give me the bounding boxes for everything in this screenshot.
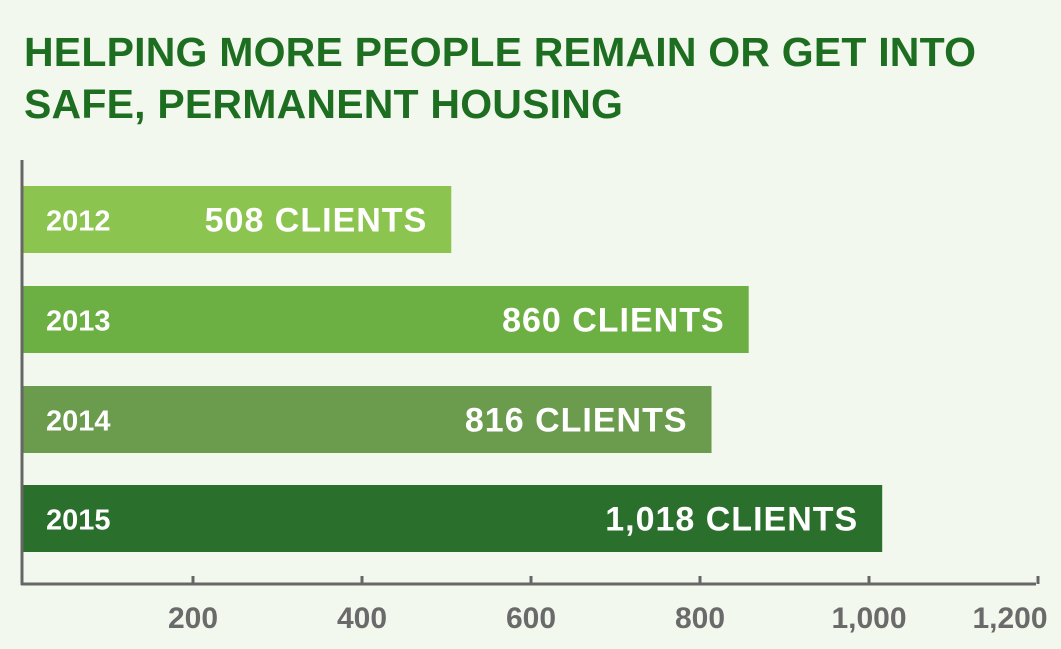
bar-2012 — [22, 186, 452, 253]
bar-2013 — [22, 286, 749, 353]
year-label-2015: 2015 — [46, 505, 111, 537]
x-tick-label-600: 600 — [506, 602, 556, 635]
value-label-2012: 508 CLIENTS — [205, 202, 428, 240]
bar-2014 — [22, 386, 712, 453]
year-label-2012: 2012 — [46, 206, 111, 238]
x-tick-label-200: 200 — [168, 602, 218, 635]
value-label-2015: 1,018 CLIENTS — [605, 501, 858, 539]
x-tick-label-800: 800 — [675, 602, 725, 635]
bars-layer: 2012 508 CLIENTS 2013 860 CLIENTS 2014 816 CL… — [22, 186, 883, 552]
x-tick-label-1200: 1,200 — [972, 602, 1047, 635]
year-label-2014: 2014 — [46, 406, 111, 438]
x-tick-label-400: 400 — [337, 602, 387, 635]
chart-title: HELPING MORE PEOPLE REMAIN OR GET INTO S… — [24, 29, 977, 127]
x-axis: 200 400 600 800 1,000 1,200 — [20, 160, 1048, 635]
year-label-2013: 2013 — [46, 306, 111, 338]
bar-2015 — [22, 485, 883, 552]
value-label-2013: 860 CLIENTS — [502, 302, 725, 340]
x-tick-label-1000: 1,000 — [831, 602, 906, 635]
value-label-2014: 816 CLIENTS — [465, 402, 688, 440]
